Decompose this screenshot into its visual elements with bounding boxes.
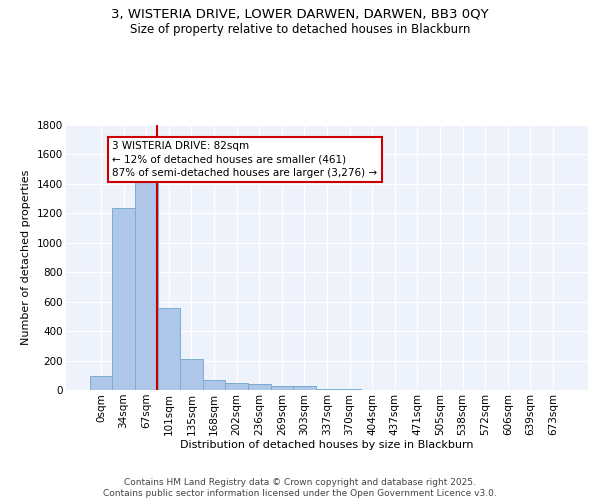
Bar [226,382,248,390]
Text: Contains HM Land Registry data © Crown copyright and database right 2025.
Contai: Contains HM Land Registry data © Crown c… [103,478,497,498]
Y-axis label: Number of detached properties: Number of detached properties [22,170,31,345]
Bar [158,308,180,390]
Text: 3, WISTERIA DRIVE, LOWER DARWEN, DARWEN, BB3 0QY: 3, WISTERIA DRIVE, LOWER DARWEN, DARWEN,… [111,8,489,20]
Bar [112,208,135,390]
Bar [316,388,338,390]
Bar [203,380,226,390]
Bar [271,386,293,390]
Bar [293,386,316,390]
X-axis label: Distribution of detached houses by size in Blackburn: Distribution of detached houses by size … [180,440,474,450]
Text: 3 WISTERIA DRIVE: 82sqm
← 12% of detached houses are smaller (461)
87% of semi-d: 3 WISTERIA DRIVE: 82sqm ← 12% of detache… [112,141,377,178]
Bar [90,376,112,390]
Text: Size of property relative to detached houses in Blackburn: Size of property relative to detached ho… [130,22,470,36]
Bar [180,359,203,390]
Bar [248,384,271,390]
Bar [135,168,158,390]
